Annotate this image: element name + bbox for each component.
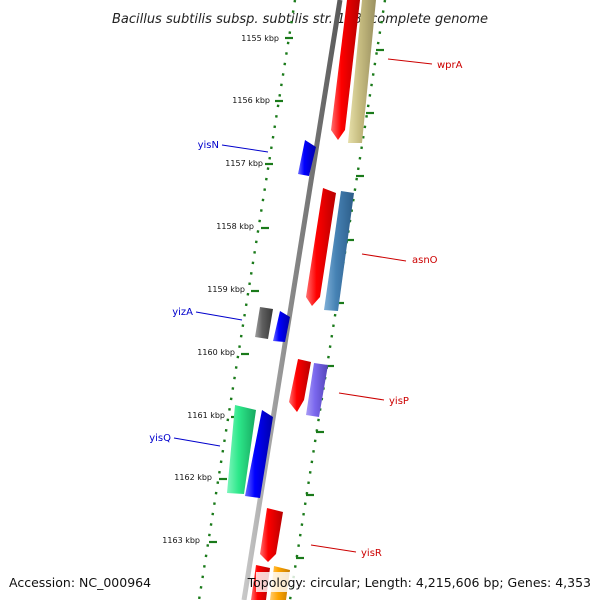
tick-label: 1163 kbp xyxy=(162,536,200,545)
gene-yisQ-feature[interactable] xyxy=(245,410,273,498)
leader-yisP xyxy=(338,392,385,401)
tick-label: 1162 kbp xyxy=(174,473,212,482)
tick-label: 1156 kbp xyxy=(232,96,270,105)
gene-yisQ-aqua-feature[interactable] xyxy=(227,405,256,494)
tick-1163: 1163 kbp xyxy=(162,536,217,545)
gene-label-wprA[interactable]: wprA xyxy=(437,60,463,71)
leader-yisR xyxy=(310,544,357,553)
leader-yizA xyxy=(195,311,243,321)
leader-yisQ xyxy=(173,437,221,447)
gene-label-yisP[interactable]: yisP xyxy=(389,396,409,407)
map-title: Bacillus subtilis subsp. subtilis str. 1… xyxy=(112,12,488,27)
gene-wprA-red-feature[interactable] xyxy=(331,0,360,140)
tick-label: 1158 kbp xyxy=(216,222,254,231)
gene-label-yisR[interactable]: yisR xyxy=(361,548,382,559)
genome-backbone xyxy=(241,0,343,600)
accession-text: Accession: NC_000964 xyxy=(9,575,151,590)
tick-1162: 1162 kbp xyxy=(174,473,227,482)
tick-label: 1160 kbp xyxy=(197,348,235,357)
inner-dotted-track xyxy=(197,0,297,600)
gene-asnO-red-feature[interactable] xyxy=(306,188,336,306)
gene-yisP-red-feature[interactable] xyxy=(289,359,311,412)
tick-label: 1155 kbp xyxy=(241,34,279,43)
gene-yisR-red-feature[interactable] xyxy=(260,508,283,562)
tick-1160: 1160 kbp xyxy=(197,348,249,357)
gene-asnO-feature[interactable] xyxy=(324,191,354,311)
gene-label-yisN[interactable]: yisN xyxy=(198,140,219,151)
topology-backdrop xyxy=(256,572,596,592)
leader-asnO xyxy=(361,253,407,262)
tick-1158: 1158 kbp xyxy=(216,222,269,231)
gene-yisP-feature[interactable] xyxy=(306,363,328,417)
leader-wprA xyxy=(387,58,433,65)
outer-track-ticks xyxy=(296,48,384,560)
tick-1159: 1159 kbp xyxy=(207,285,259,294)
gene-label-yisQ[interactable]: yisQ xyxy=(149,433,171,444)
tick-1161: 1161 kbp xyxy=(187,411,239,420)
topology-text: Topology: circular; Length: 4,215,606 bp… xyxy=(247,575,591,590)
gene-label-yizA[interactable]: yizA xyxy=(172,307,193,318)
tick-1157: 1157 kbp xyxy=(225,159,273,168)
gene-yizA-gray-feature[interactable] xyxy=(255,307,273,339)
tick-label: 1161 kbp xyxy=(187,411,225,420)
tick-label: 1157 kbp xyxy=(225,159,263,168)
leader-yisN xyxy=(221,144,269,153)
gene-label-asnO[interactable]: asnO xyxy=(412,255,438,266)
tick-1156: 1156 kbp xyxy=(232,96,283,105)
gene-wprA-feature[interactable] xyxy=(348,0,376,143)
gene-yizA-feature[interactable] xyxy=(273,311,290,342)
tick-label: 1159 kbp xyxy=(207,285,245,294)
gene-yisN-feature[interactable] xyxy=(298,140,316,176)
tick-1155: 1155 kbp xyxy=(241,34,293,43)
